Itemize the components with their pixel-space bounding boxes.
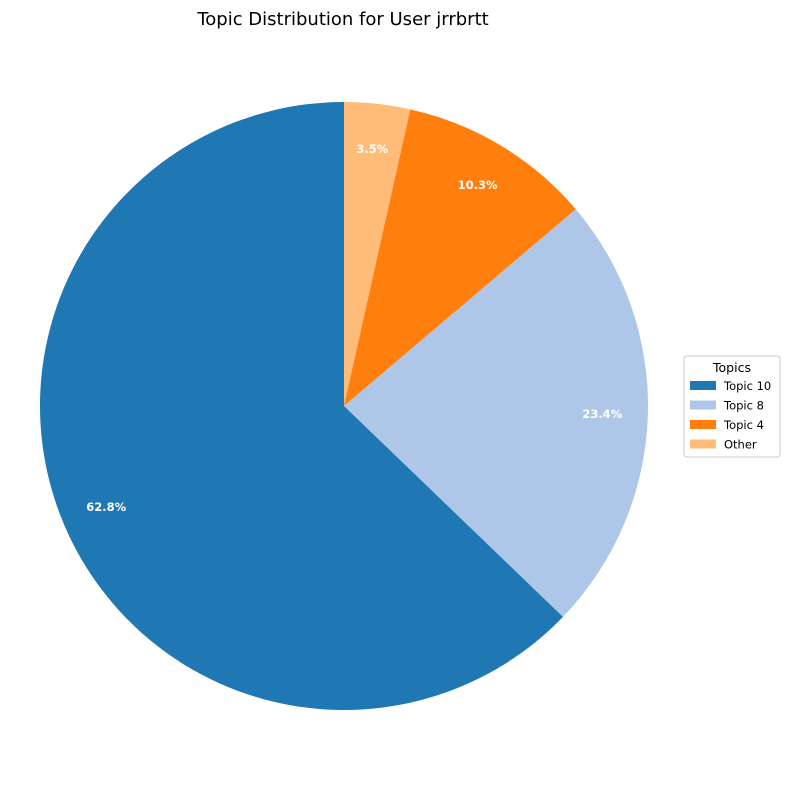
pie-slice-topic-8 [344, 209, 648, 617]
legend-label-other: Other [724, 438, 757, 452]
legend-label-topic-10: Topic 10 [723, 379, 771, 393]
pie-label-other: 3.5% [356, 142, 388, 156]
legend-label-topic-4: Topic 4 [723, 418, 764, 432]
legend-title: Topics [712, 360, 751, 375]
legend-label-topic-8: Topic 8 [723, 399, 764, 413]
legend-entries: Topic 10 Topic 8 Topic 4 Other [690, 379, 771, 452]
legend-swatch-other [690, 439, 716, 449]
legend: Topics Topic 10 Topic 8 Topic 4 Other [683, 355, 781, 458]
legend-swatch-topic-8 [690, 400, 716, 410]
chart-title: Topic Distribution for User jrrbrtt [196, 9, 488, 30]
legend-swatch-topic-4 [690, 420, 716, 429]
pie-slice-other [344, 102, 411, 406]
pie-label-topic-4: 10.3% [458, 178, 498, 192]
pie-slice-topic-4 [344, 109, 576, 406]
pie-label-topic-10: 62.8% [86, 500, 126, 514]
pie-slice-topic-10 [39, 102, 563, 710]
legend-swatch-topic-10 [690, 381, 716, 390]
pie-label-topic-8: 23.4% [582, 407, 622, 421]
pie-slices [39, 102, 648, 710]
pie-percent-labels: 3.5% 10.3% 23.4% 62.8% [86, 142, 622, 514]
